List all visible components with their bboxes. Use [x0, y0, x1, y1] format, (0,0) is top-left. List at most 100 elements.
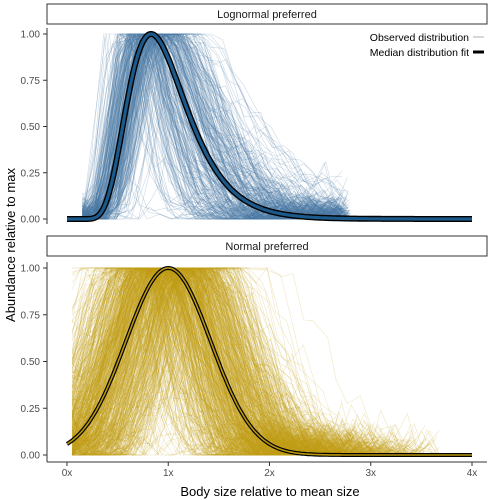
observed-line [71, 267, 438, 456]
observed-line [71, 267, 322, 456]
observed-line [71, 267, 375, 456]
observed-line [81, 33, 340, 220]
observed-line [82, 33, 342, 220]
observed-line [82, 33, 347, 220]
observed-line [107, 267, 368, 457]
observed-line [82, 33, 347, 220]
observed-line [84, 267, 305, 456]
observed-line [72, 267, 304, 456]
observed-line [99, 285, 241, 456]
observed-line [71, 267, 408, 456]
observed-line [71, 267, 252, 456]
observed-line [71, 267, 290, 456]
observed-line [71, 267, 274, 456]
y-axis-lognormal: 0.00 0.25 0.50 0.75 1.00 [21, 28, 48, 226]
observed-line [71, 267, 361, 456]
observed-line [71, 267, 389, 456]
observed-line [71, 281, 273, 456]
observed-line [72, 267, 313, 456]
observed-line [71, 267, 438, 456]
observed-line [72, 267, 350, 453]
observed-line [72, 267, 395, 456]
observed-line [71, 267, 316, 456]
observed-line [82, 33, 343, 220]
observed-line [82, 33, 348, 220]
observed-line [72, 267, 215, 456]
observed-line [81, 33, 350, 220]
observed-line [84, 267, 322, 456]
observed-line [82, 33, 351, 220]
observed-line [100, 267, 354, 456]
observed-line [71, 267, 354, 456]
observed-line [79, 266, 269, 456]
observed-line [71, 267, 410, 456]
observed-line [71, 268, 362, 456]
observed-line [88, 267, 275, 456]
observed-line [71, 267, 254, 446]
observed-line [84, 267, 282, 456]
observed-line [71, 267, 360, 456]
observed-line [71, 282, 289, 456]
observed-line [82, 33, 349, 220]
observed-line [71, 267, 227, 456]
observed-line [71, 267, 418, 456]
observed-line [71, 267, 327, 456]
observed-line [72, 267, 343, 456]
observed-line [82, 33, 351, 220]
observed-line [75, 267, 290, 456]
observed-line [71, 267, 262, 456]
observed-line [97, 272, 269, 456]
observed-line [71, 267, 320, 456]
observed-line [82, 33, 348, 220]
observed-line [100, 266, 195, 456]
observed-line [71, 267, 310, 456]
observed-line [90, 267, 351, 456]
observed-line [76, 267, 286, 456]
observed-line [72, 267, 206, 456]
observed-line [154, 267, 308, 456]
observed-line [71, 267, 310, 456]
observed-line [72, 267, 375, 456]
observed-line [71, 267, 407, 456]
observed-line [71, 267, 271, 456]
observed-line [82, 33, 348, 220]
observed-line [71, 267, 324, 456]
observed-line [71, 267, 290, 456]
observed-line [71, 267, 267, 456]
observed-line [90, 267, 387, 456]
observed-line [71, 267, 221, 456]
observed-line [71, 267, 295, 456]
y-tick-label: 0.50 [21, 357, 41, 368]
observed-line [71, 267, 267, 456]
observed-line [71, 267, 353, 456]
observed-line [71, 267, 434, 456]
observed-line [71, 267, 346, 456]
observed-line [98, 267, 268, 456]
observed-line [71, 267, 415, 456]
observed-line [90, 267, 279, 456]
observed-line [71, 267, 278, 456]
observed-line [71, 267, 341, 456]
observed-line [71, 267, 363, 456]
observed-line [82, 33, 343, 220]
observed-line [82, 33, 350, 220]
observed-line [71, 267, 291, 456]
observed-line [71, 267, 322, 456]
observed-line [71, 267, 375, 456]
observed-line [71, 267, 224, 456]
observed-line [71, 267, 335, 456]
observed-line [71, 269, 346, 456]
observed-line [77, 267, 291, 456]
observed-line [71, 267, 392, 456]
observed-line [87, 267, 267, 456]
observed-line [99, 267, 269, 456]
observed-line [82, 33, 346, 220]
observed-line [71, 267, 270, 456]
observed-line [71, 267, 294, 456]
observed-line [71, 267, 440, 456]
observed-line [71, 267, 408, 456]
observed-line [71, 267, 233, 456]
observed-line [71, 267, 381, 456]
observed-line [95, 267, 321, 456]
observed-line [71, 269, 257, 456]
